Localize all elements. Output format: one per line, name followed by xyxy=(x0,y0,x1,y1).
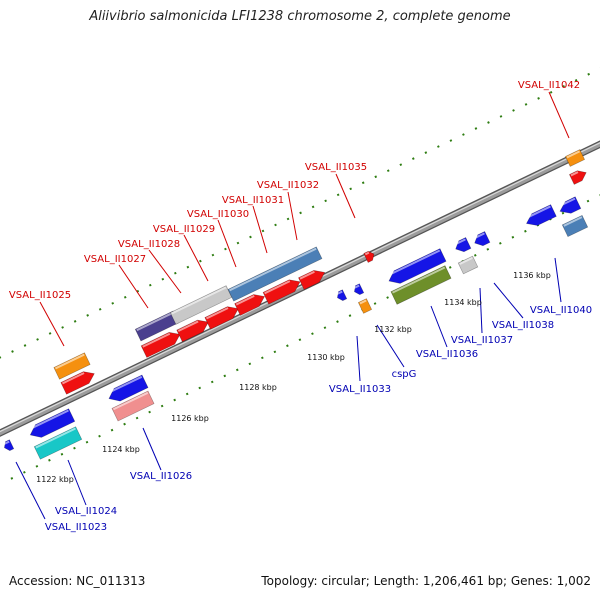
feature-vsal-ii1032[interactable] xyxy=(298,267,327,290)
feature-vsal-ii1026-a[interactable] xyxy=(106,374,149,405)
feature-vsal-ii1040-b[interactable] xyxy=(557,196,582,217)
feature-rna-2[interactable] xyxy=(169,285,233,325)
label-vsal-ii1023-leader xyxy=(15,461,46,520)
feature-vsal-ii1026[interactable] xyxy=(111,390,155,422)
label-vsal-ii1036[interactable]: VSAL_II1036 xyxy=(416,349,478,360)
feature-vsal-ii1036[interactable] xyxy=(390,265,452,305)
label-cspg-leader xyxy=(376,324,405,368)
feature-vsal-ii1031[interactable] xyxy=(262,276,303,305)
label-vsal-ii1032-leader xyxy=(287,191,298,241)
label-vsal-ii1038[interactable]: VSAL_II1038 xyxy=(492,320,554,331)
label-vsal-ii1024[interactable]: VSAL_II1024 xyxy=(55,506,117,517)
tick-label-7: 1134 kbp xyxy=(444,298,482,307)
genome-summary-text: Topology: circular; Length: 1,206,461 bp… xyxy=(261,574,591,588)
label-vsal-ii1029-leader xyxy=(183,234,209,282)
feature-vsal-ii1035[interactable] xyxy=(363,250,376,263)
gene-labels: VSAL_II1025 VSAL_II1027 VSAL_II1028 VSAL_II… xyxy=(9,80,592,533)
label-vsal-ii1024-leader xyxy=(67,459,87,506)
feature-vsal-ii1037[interactable] xyxy=(453,237,472,255)
label-vsal-ii1035[interactable]: VSAL_II1035 xyxy=(305,162,367,173)
label-vsal-ii1025-leader xyxy=(39,301,65,347)
label-vsal-ii1027-leader xyxy=(118,264,149,309)
feature-vsal-ii1027[interactable] xyxy=(140,328,183,358)
feature-vsal-ii1038[interactable] xyxy=(457,255,479,275)
label-vsal-ii1031-leader xyxy=(252,205,268,254)
feature-vsal-ii1040-a[interactable] xyxy=(524,204,557,230)
label-vsal-ii1033-leader xyxy=(356,335,361,382)
feature-rna-3[interactable] xyxy=(227,246,323,302)
label-vsal-ii1030-leader xyxy=(217,219,237,268)
feature-vsal-ii1042[interactable] xyxy=(565,149,585,167)
tick-label-1: 1122 kbp xyxy=(36,475,74,484)
feature-vsal-ii1033-b[interactable] xyxy=(352,283,365,296)
label-vsal-ii1029[interactable]: VSAL_II1029 xyxy=(153,224,215,235)
label-vsal-ii1040[interactable]: VSAL_II1040 xyxy=(530,305,592,316)
label-vsal-ii1033[interactable]: VSAL_II1033 xyxy=(329,384,391,395)
feature-vsal-ii1023-start[interactable] xyxy=(2,439,15,452)
tick-label-2: 1124 kbp xyxy=(102,445,140,454)
label-vsal-ii1031[interactable]: VSAL_II1031 xyxy=(222,195,284,206)
map-title: Aliivibrio salmonicida LFI1238 chromosom… xyxy=(89,9,511,24)
tick-label-8: 1136 kbp xyxy=(513,271,551,280)
label-vsal-ii1040-leader xyxy=(554,257,562,303)
accession-text: Accession: NC_011313 xyxy=(9,574,146,588)
label-vsal-ii1023[interactable]: VSAL_II1023 xyxy=(45,522,107,533)
label-cspg[interactable]: cspG xyxy=(392,369,417,380)
label-vsal-ii1036-leader xyxy=(430,305,448,348)
feature-cspg[interactable] xyxy=(357,298,373,314)
feature-vsal-ii1025-cds[interactable] xyxy=(60,368,97,395)
feature-layer xyxy=(2,149,589,460)
label-vsal-ii1035-leader xyxy=(335,173,356,219)
feature-vsal-ii1040[interactable] xyxy=(561,214,589,238)
label-vsal-ii1027[interactable]: VSAL_II1027 xyxy=(84,254,146,265)
tick-label-4: 1128 kbp xyxy=(239,383,277,392)
label-vsal-ii1037-leader xyxy=(479,287,483,334)
label-vsal-ii1038-leader xyxy=(493,282,524,319)
feature-vsal-ii1036-a[interactable] xyxy=(386,248,447,288)
feature-vsal-ii1030[interactable] xyxy=(234,291,268,316)
label-vsal-ii1026-leader xyxy=(142,427,162,471)
tick-label-5: 1130 kbp xyxy=(307,353,345,362)
feature-vsal-ii1029[interactable] xyxy=(204,303,241,330)
label-leader-lines xyxy=(15,91,570,520)
label-vsal-ii1026[interactable]: VSAL_II1026 xyxy=(130,471,192,482)
label-vsal-ii1028-leader xyxy=(148,249,182,294)
feature-vsal-ii1023[interactable] xyxy=(33,426,83,460)
feature-vsal-ii1033[interactable] xyxy=(335,289,348,302)
feature-vsal-ii1042-cds[interactable] xyxy=(569,168,588,185)
label-vsal-ii1028[interactable]: VSAL_II1028 xyxy=(118,239,180,250)
label-vsal-ii1042-leader xyxy=(548,91,570,139)
feature-vsal-ii1025[interactable] xyxy=(53,352,91,380)
feature-vsal-ii1024[interactable] xyxy=(27,408,76,442)
label-vsal-ii1025[interactable]: VSAL_II1025 xyxy=(9,290,71,301)
label-vsal-ii1032[interactable]: VSAL_II1032 xyxy=(257,180,319,191)
label-vsal-ii1030[interactable]: VSAL_II1030 xyxy=(187,209,249,220)
tick-label-6: 1132 kbp xyxy=(374,325,412,334)
tick-label-3: 1126 kbp xyxy=(171,414,209,423)
feature-vsal-ii1037-b[interactable] xyxy=(472,231,491,249)
label-vsal-ii1042[interactable]: VSAL_II1042 xyxy=(518,80,580,91)
label-vsal-ii1037[interactable]: VSAL_II1037 xyxy=(451,335,513,346)
kbp-tick-labels: 1122 kbp 1124 kbp 1126 kbp 1128 kbp 1130 kbp… xyxy=(36,271,551,484)
feature-vsal-ii1028[interactable] xyxy=(176,316,211,343)
